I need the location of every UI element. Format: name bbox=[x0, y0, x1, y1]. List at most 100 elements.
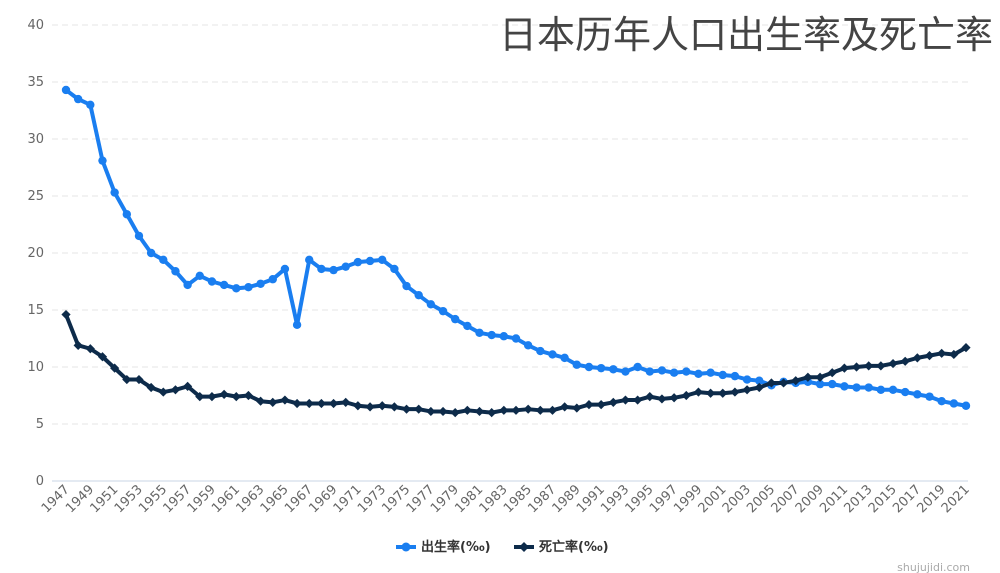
data-point[interactable] bbox=[547, 405, 558, 415]
data-point[interactable] bbox=[633, 362, 642, 372]
data-point[interactable] bbox=[949, 349, 959, 360]
data-point[interactable] bbox=[353, 257, 363, 267]
data-point[interactable] bbox=[755, 376, 764, 385]
data-point[interactable] bbox=[876, 361, 886, 371]
data-point[interactable] bbox=[365, 256, 375, 266]
data-point[interactable] bbox=[438, 406, 448, 417]
data-point[interactable] bbox=[255, 396, 266, 406]
data-point[interactable] bbox=[85, 344, 95, 354]
data-point[interactable] bbox=[268, 275, 277, 284]
data-point[interactable] bbox=[450, 314, 460, 324]
data-point[interactable] bbox=[183, 381, 193, 391]
data-point[interactable] bbox=[341, 262, 350, 271]
data-point[interactable] bbox=[195, 271, 204, 280]
data-point[interactable] bbox=[207, 277, 217, 286]
data-point[interactable] bbox=[803, 372, 813, 382]
data-point[interactable] bbox=[572, 360, 582, 369]
data-point[interactable] bbox=[474, 406, 485, 417]
data-point[interactable] bbox=[535, 405, 545, 415]
data-point[interactable] bbox=[487, 408, 497, 418]
data-point[interactable] bbox=[207, 392, 217, 402]
data-point[interactable] bbox=[146, 382, 156, 393]
data-point[interactable] bbox=[134, 231, 144, 241]
data-point[interactable] bbox=[463, 321, 472, 331]
data-point[interactable] bbox=[718, 388, 728, 398]
data-point[interactable] bbox=[828, 379, 837, 389]
data-point[interactable] bbox=[961, 343, 971, 353]
data-point[interactable] bbox=[827, 368, 837, 378]
data-point[interactable] bbox=[523, 404, 533, 414]
data-point[interactable] bbox=[511, 405, 521, 415]
data-point[interactable] bbox=[243, 390, 254, 401]
data-point[interactable] bbox=[682, 367, 691, 376]
data-point[interactable] bbox=[669, 368, 679, 377]
data-point[interactable] bbox=[657, 394, 667, 404]
data-point[interactable] bbox=[888, 385, 898, 394]
data-point[interactable] bbox=[620, 395, 631, 405]
data-point[interactable] bbox=[499, 405, 509, 415]
data-point[interactable] bbox=[122, 210, 132, 219]
data-point[interactable] bbox=[742, 375, 752, 384]
data-point[interactable] bbox=[754, 382, 764, 393]
data-point[interactable] bbox=[73, 94, 83, 104]
data-point[interactable] bbox=[900, 387, 910, 397]
data-point[interactable] bbox=[913, 390, 922, 399]
data-point[interactable] bbox=[390, 264, 399, 274]
data-point[interactable] bbox=[961, 401, 971, 410]
data-point[interactable] bbox=[924, 351, 935, 361]
data-point[interactable] bbox=[596, 363, 606, 373]
data-point[interactable] bbox=[852, 383, 861, 392]
data-point[interactable] bbox=[159, 255, 168, 265]
data-point[interactable] bbox=[61, 309, 71, 320]
data-point[interactable] bbox=[304, 398, 314, 409]
data-point[interactable] bbox=[815, 372, 825, 382]
data-point[interactable] bbox=[851, 362, 862, 372]
data-point[interactable] bbox=[693, 387, 704, 397]
data-point[interactable] bbox=[401, 404, 412, 414]
data-point[interactable] bbox=[937, 397, 946, 406]
data-point[interactable] bbox=[584, 400, 594, 410]
data-point[interactable] bbox=[378, 255, 387, 265]
data-point[interactable] bbox=[730, 387, 740, 397]
data-point[interactable] bbox=[572, 403, 582, 413]
legend[interactable]: 出生率(‰) 死亡率(‰) bbox=[396, 539, 609, 555]
data-point[interactable] bbox=[414, 404, 424, 414]
data-point[interactable] bbox=[195, 392, 205, 402]
data-point[interactable] bbox=[900, 356, 910, 366]
data-point[interactable] bbox=[219, 280, 229, 290]
data-point[interactable] bbox=[730, 371, 740, 381]
data-point[interactable] bbox=[609, 365, 618, 374]
data-point[interactable] bbox=[645, 392, 655, 402]
data-point[interactable] bbox=[134, 374, 144, 385]
legend-item-death-rate[interactable]: 死亡率(‰) bbox=[514, 539, 609, 555]
data-point[interactable] bbox=[766, 378, 777, 388]
data-point[interactable] bbox=[317, 264, 326, 274]
data-point[interactable] bbox=[937, 348, 947, 358]
data-point[interactable] bbox=[840, 382, 849, 391]
data-point[interactable] bbox=[694, 369, 703, 379]
data-point[interactable] bbox=[389, 402, 399, 412]
data-point[interactable] bbox=[864, 361, 874, 371]
data-point[interactable] bbox=[511, 334, 521, 343]
data-point[interactable] bbox=[280, 264, 290, 274]
data-point[interactable] bbox=[183, 280, 192, 290]
data-point[interactable] bbox=[633, 395, 643, 405]
data-point[interactable] bbox=[219, 389, 229, 399]
data-point[interactable] bbox=[171, 267, 180, 276]
data-point[interactable] bbox=[86, 100, 95, 110]
data-point[interactable] bbox=[706, 368, 715, 377]
data-point[interactable] bbox=[523, 341, 533, 350]
data-point[interactable] bbox=[560, 353, 569, 363]
data-point[interactable] bbox=[560, 402, 570, 412]
data-point[interactable] bbox=[402, 281, 411, 291]
data-point[interactable] bbox=[426, 300, 436, 309]
data-point[interactable] bbox=[621, 367, 630, 376]
data-point[interactable] bbox=[292, 320, 302, 330]
data-point[interactable] bbox=[718, 370, 727, 380]
data-point[interactable] bbox=[657, 366, 667, 375]
data-point[interactable] bbox=[742, 385, 752, 395]
data-point[interactable] bbox=[110, 363, 120, 373]
data-point[interactable] bbox=[280, 395, 290, 405]
data-point[interactable] bbox=[912, 353, 922, 363]
data-point[interactable] bbox=[232, 284, 241, 293]
